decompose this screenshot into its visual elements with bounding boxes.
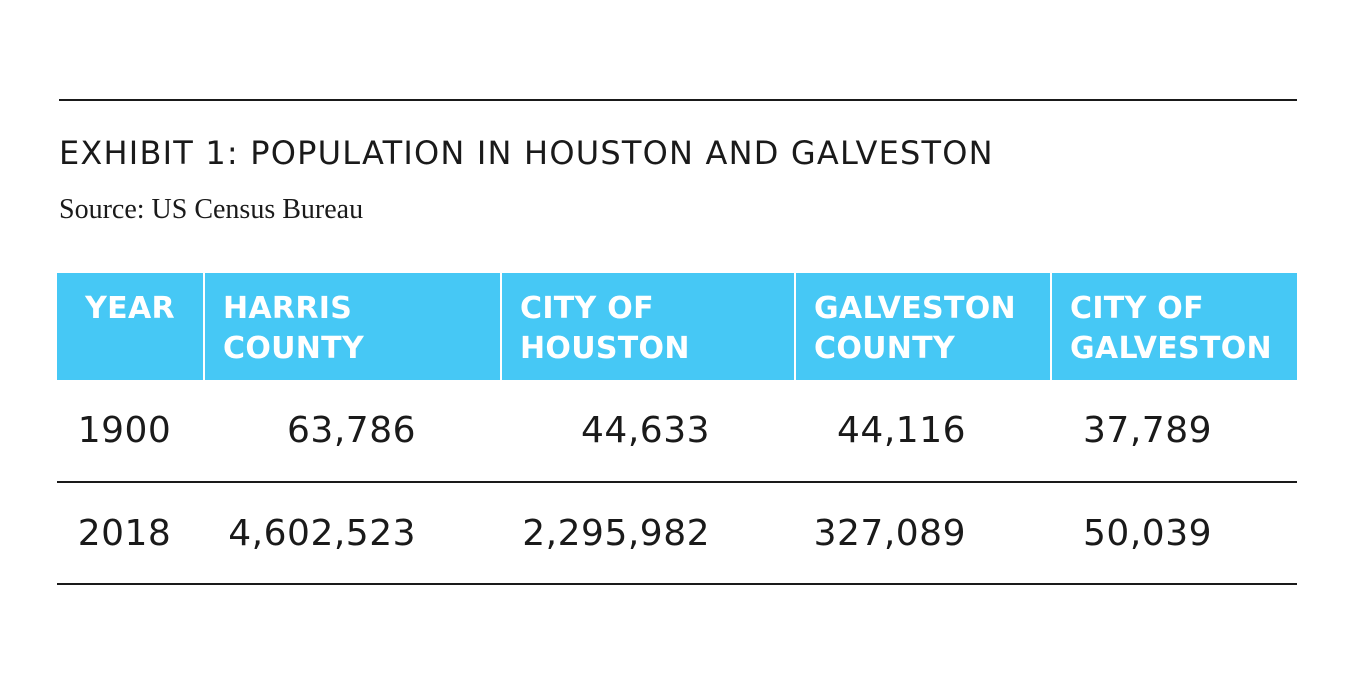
column-header-galveston-county: GALVESTON COUNTY bbox=[794, 273, 1052, 380]
column-header-line: COUNTY bbox=[223, 331, 364, 366]
column-header-line: HARRIS bbox=[223, 291, 353, 326]
column-header-line: HOUSTON bbox=[520, 331, 690, 366]
harris-county-cell: 63,786 bbox=[204, 380, 501, 483]
city-of-galveston-cell: 50,039 bbox=[1051, 482, 1297, 585]
year-cell: 1900 bbox=[57, 380, 204, 483]
column-header-line: GALVESTON bbox=[1070, 331, 1272, 366]
table-header-row: YEAR HARRIS COUNTY CITY OF HOUSTON GALVE… bbox=[57, 273, 1297, 380]
column-header-line: YEAR bbox=[85, 291, 175, 326]
city-of-houston-cell: 44,633 bbox=[501, 380, 795, 483]
top-divider bbox=[59, 99, 1297, 101]
table-row: 2018 4,602,523 2,295,982 327,089 50,039 bbox=[57, 482, 1297, 585]
city-of-galveston-cell: 37,789 bbox=[1051, 380, 1297, 483]
galveston-county-cell: 327,089 bbox=[795, 482, 1051, 585]
population-table: YEAR HARRIS COUNTY CITY OF HOUSTON GALVE… bbox=[57, 273, 1297, 585]
column-header-line: GALVESTON bbox=[814, 291, 1016, 326]
year-cell: 2018 bbox=[57, 482, 204, 585]
harris-county-cell: 4,602,523 bbox=[204, 482, 501, 585]
column-header-line: CITY OF bbox=[1070, 291, 1204, 326]
column-header-line: CITY OF bbox=[520, 291, 654, 326]
column-header-city-of-galveston: CITY OF GALVESTON bbox=[1050, 273, 1297, 380]
column-header-harris-county: HARRIS COUNTY bbox=[203, 273, 502, 380]
table-row: 1900 63,786 44,633 44,116 37,789 bbox=[57, 380, 1297, 483]
column-header-year: YEAR bbox=[57, 273, 205, 380]
city-of-houston-cell: 2,295,982 bbox=[501, 482, 795, 585]
column-header-line: COUNTY bbox=[814, 331, 955, 366]
galveston-county-cell: 44,116 bbox=[795, 380, 1051, 483]
column-header-city-of-houston: CITY OF HOUSTON bbox=[500, 273, 796, 380]
source-note: Source: US Census Bureau bbox=[59, 194, 364, 225]
exhibit-title: EXHIBIT 1: POPULATION IN HOUSTON AND GAL… bbox=[59, 134, 994, 172]
